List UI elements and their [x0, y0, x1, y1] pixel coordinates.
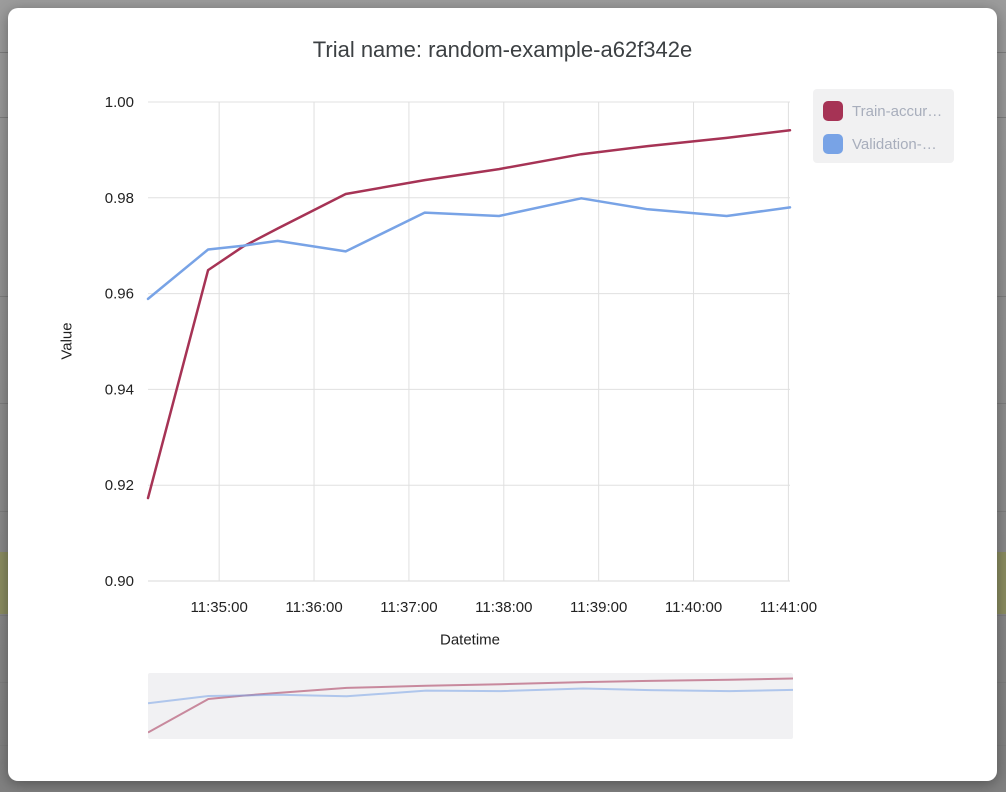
legend-label-train-accuracy: Train-accur…: [852, 102, 943, 120]
main-chart[interactable]: 1.00 0.98 0.96 0.94 0.92 0.90 11:35:00 11:36:00…: [8, 8, 997, 781]
y-tick-label: 0.92: [105, 477, 134, 494]
series-line-train-accuracy: [146, 129, 792, 500]
x-tick-label: 11:41:00: [760, 599, 817, 616]
chart-title: Trial name: random-example-a62f342e: [312, 37, 693, 62]
y-tick-label: 0.98: [105, 190, 134, 207]
chart-modal-card: Trial name: random-example-a62f342e 1.00…: [8, 8, 997, 781]
x-tick-label: 11:37:00: [380, 599, 437, 616]
y-axis-title: Value: [58, 322, 76, 360]
minimap-series-line: [148, 687, 793, 705]
minimap-range-selector[interactable]: [148, 673, 793, 739]
y-tick-label: 1.00: [105, 94, 134, 111]
legend-swatch-validation-accuracy: [823, 134, 843, 154]
y-tick-label: 0.90: [105, 573, 134, 590]
x-tick-label: 11:39:00: [570, 599, 627, 616]
x-tick-label: 11:35:00: [191, 599, 248, 616]
legend-item-train-accuracy[interactable]: Train-accur…: [823, 101, 954, 121]
y-tick-label: 0.96: [105, 286, 134, 303]
y-tick-label: 0.94: [105, 381, 134, 398]
x-tick-label: 11:36:00: [285, 599, 342, 616]
x-tick-label: 11:40:00: [665, 599, 722, 616]
minimap-series-line: [148, 677, 793, 734]
x-tick-label: 11:38:00: [475, 599, 532, 616]
legend: Train-accur… Validation-…: [813, 89, 954, 163]
legend-item-validation-accuracy[interactable]: Validation-…: [823, 134, 954, 154]
x-axis-title: Datetime: [439, 631, 501, 649]
series-line-validation-accuracy: [146, 197, 792, 301]
legend-swatch-train-accuracy: [823, 101, 843, 121]
legend-label-validation-accuracy: Validation-…: [852, 135, 937, 153]
